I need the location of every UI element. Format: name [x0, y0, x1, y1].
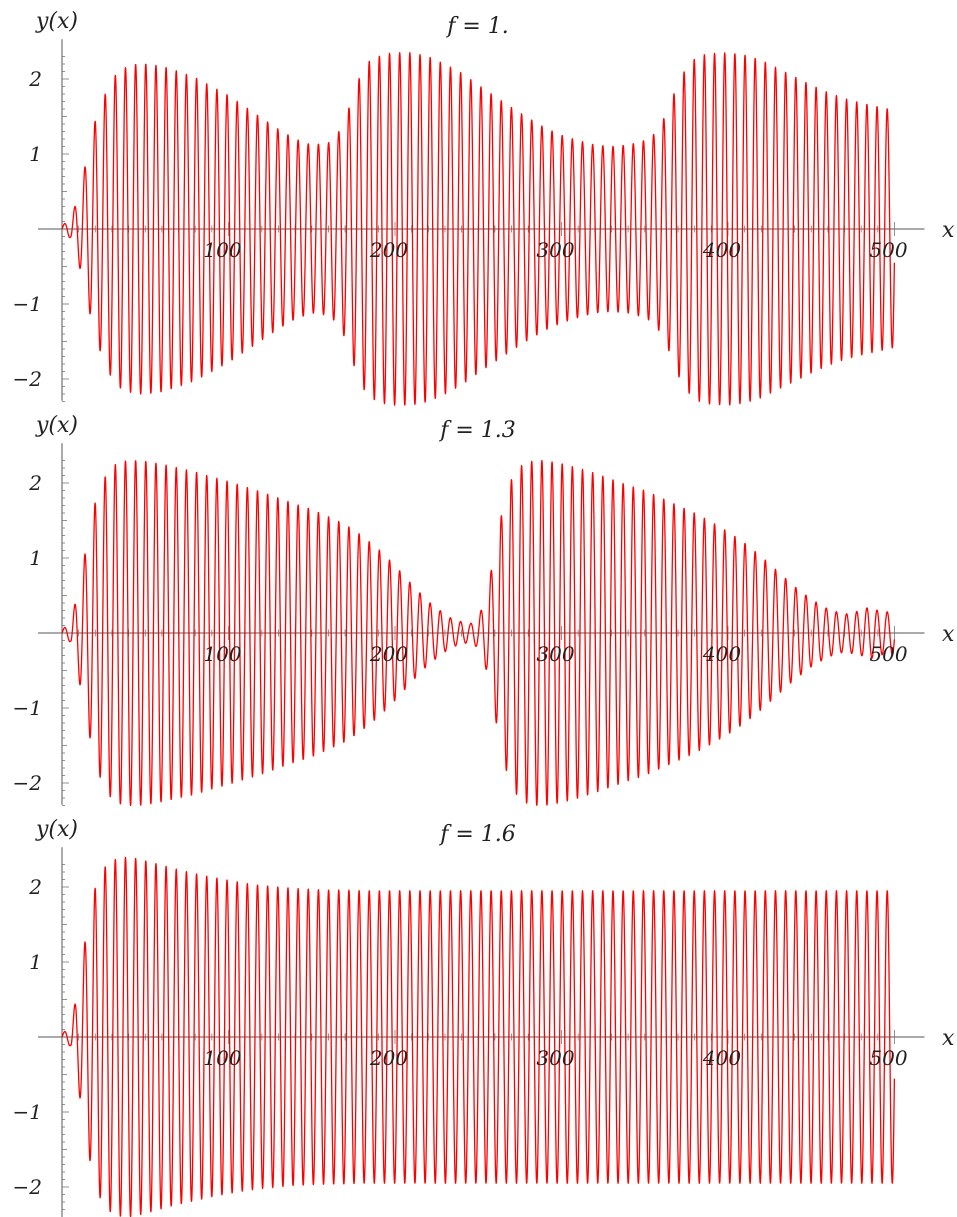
y-tick-label: −2	[13, 1175, 42, 1199]
y-tick-label: 2	[28, 471, 42, 495]
x-tick-label: 200	[369, 642, 408, 666]
y-axis-label: y(x)	[35, 817, 78, 842]
chart-title: f = 1.	[445, 14, 509, 39]
y-axis-label: y(x)	[35, 9, 78, 34]
x-tick-label: 500	[869, 238, 907, 262]
x-tick-label: 100	[203, 238, 241, 262]
x-axis-label: x	[942, 622, 955, 647]
x-tick-label: 400	[702, 238, 741, 262]
x-tick-label: 500	[869, 642, 907, 666]
x-tick-label: 100	[203, 1046, 241, 1070]
y-tick-label: −1	[13, 292, 42, 316]
series-line	[61, 856, 896, 1217]
chart-title: f = 1.3	[438, 418, 516, 443]
y-axis-label: y(x)	[35, 413, 78, 438]
x-tick-label: 300	[536, 238, 574, 262]
chart-panel-2: 100 200 300 400 500 2 1 −1 −2 y(x) x f = 1.3	[13, 413, 955, 807]
y-tick-label: 1	[29, 950, 42, 974]
y-tick-label: 1	[29, 546, 42, 570]
y-tick-label: 2	[28, 67, 42, 91]
chart-panel-3: 100 200 300 400 500 2 1 −1 −2 y(x) x f = 1.6	[13, 817, 955, 1217]
y-tick-label: −2	[13, 367, 42, 391]
x-tick-label: 200	[369, 238, 408, 262]
chart-panel-1: 100 200 300 400 500 2 1 −1 −2 y(x) x f = 1.	[13, 9, 955, 406]
y-tick-label: −1	[13, 1100, 42, 1124]
y-tick-label: 2	[28, 875, 42, 899]
x-axis-label: x	[942, 218, 955, 243]
x-tick-label: 400	[702, 642, 741, 666]
y-tick-label: 1	[29, 142, 42, 166]
x-tick-label: 200	[369, 1046, 408, 1070]
y-tick-label: −2	[13, 771, 42, 795]
x-tick-label: 300	[536, 642, 574, 666]
series-line	[61, 52, 896, 406]
x-tick-label: 500	[869, 1046, 907, 1070]
x-tick-label: 400	[702, 1046, 741, 1070]
x-axis-label: x	[942, 1026, 955, 1051]
y-tick-label: −1	[13, 696, 42, 720]
x-tick-label: 100	[203, 642, 241, 666]
chart-title: f = 1.6	[438, 822, 516, 847]
x-tick-label: 300	[536, 1046, 574, 1070]
series-line	[61, 459, 896, 807]
